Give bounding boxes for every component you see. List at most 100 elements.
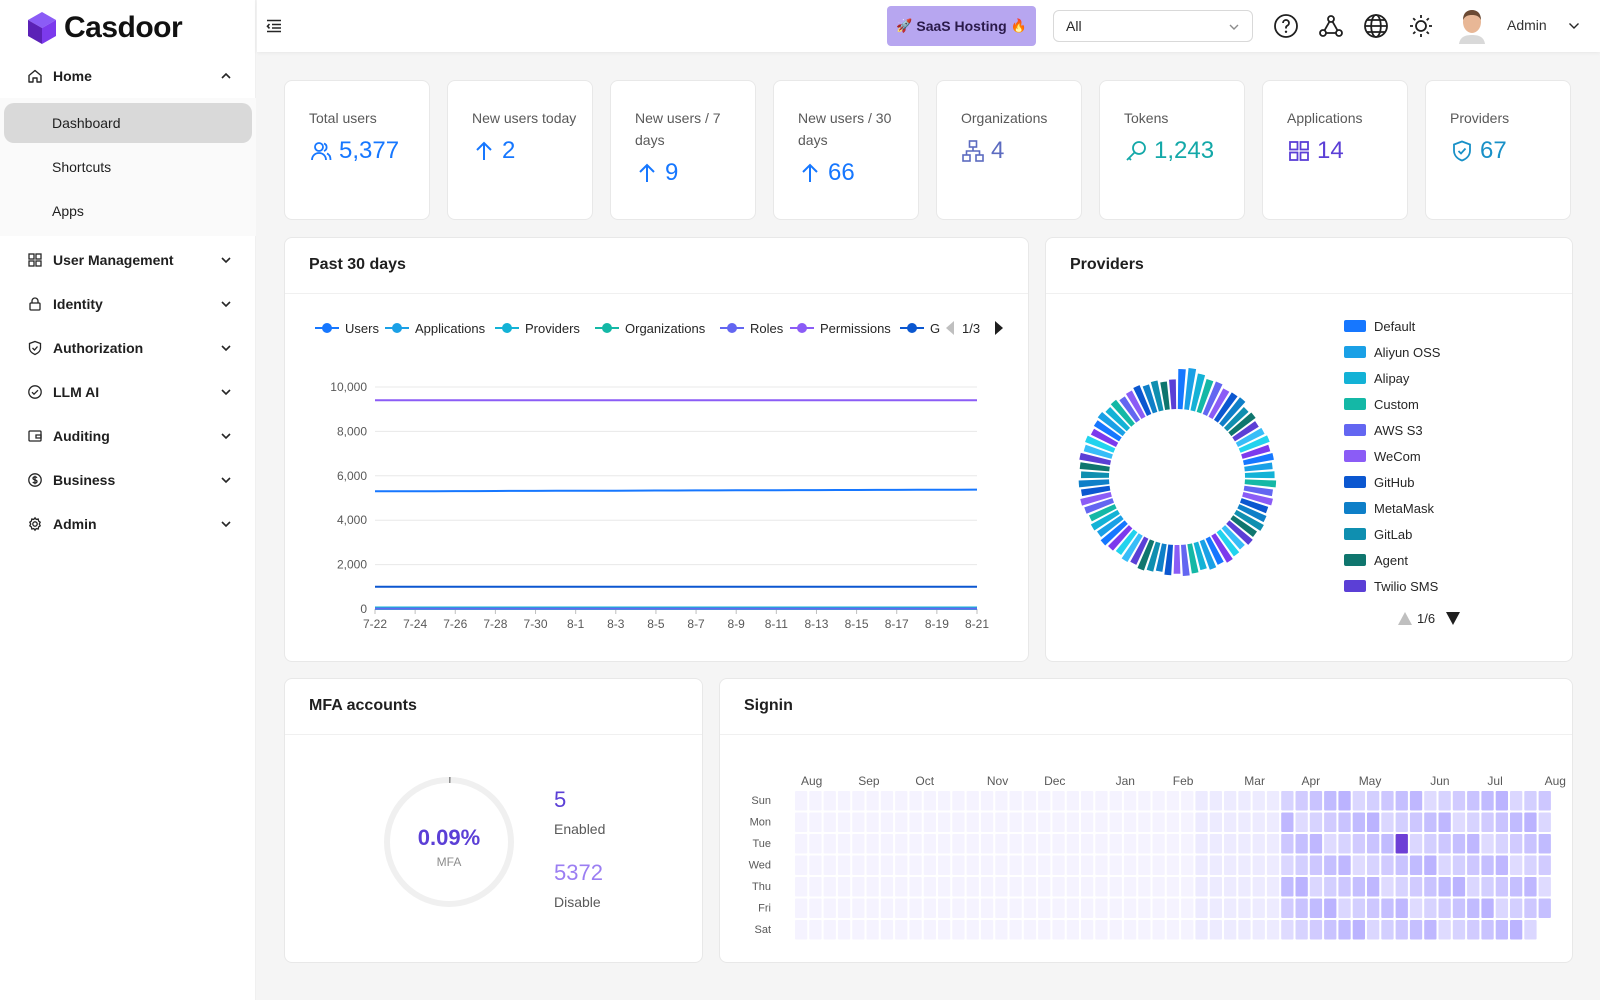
heatmap-cell[interactable] bbox=[1524, 834, 1537, 854]
heatmap-cell[interactable] bbox=[980, 877, 994, 897]
heatmap-cell[interactable] bbox=[966, 855, 979, 876]
pie-slice[interactable] bbox=[1187, 543, 1199, 574]
heatmap-cell[interactable] bbox=[795, 834, 808, 854]
heatmap-cell[interactable] bbox=[1181, 920, 1194, 940]
heatmap-cell[interactable] bbox=[1352, 877, 1365, 897]
heatmap-cell[interactable] bbox=[966, 898, 979, 919]
heatmap-cell[interactable] bbox=[795, 898, 808, 919]
heatmap-cell[interactable] bbox=[837, 812, 851, 833]
heatmap-cell[interactable] bbox=[1238, 791, 1251, 811]
heatmap-cell[interactable] bbox=[852, 834, 865, 854]
heatmap-cell[interactable] bbox=[1467, 920, 1480, 940]
heatmap-cell[interactable] bbox=[980, 920, 994, 940]
heatmap-cell[interactable] bbox=[1352, 812, 1365, 833]
heatmap-cell[interactable] bbox=[1209, 812, 1222, 833]
pie-slice[interactable] bbox=[1110, 399, 1135, 427]
heatmap-cell[interactable] bbox=[852, 898, 865, 919]
heatmap-cell[interactable] bbox=[1495, 855, 1508, 876]
heatmap-cell[interactable] bbox=[1524, 920, 1537, 940]
heatmap-cell[interactable] bbox=[938, 920, 951, 940]
pie-slice[interactable] bbox=[1150, 380, 1164, 412]
pie-slice[interactable] bbox=[1230, 515, 1257, 537]
heatmap-cell[interactable] bbox=[1066, 920, 1079, 940]
heatmap-cell[interactable] bbox=[1209, 920, 1222, 940]
heatmap-cell[interactable] bbox=[1295, 920, 1308, 940]
heatmap-cell[interactable] bbox=[1052, 834, 1065, 854]
heatmap-cell[interactable] bbox=[852, 920, 865, 940]
heatmap-cell[interactable] bbox=[1367, 834, 1380, 854]
heatmap-cell[interactable] bbox=[1123, 812, 1137, 833]
heatmap-cell[interactable] bbox=[1081, 834, 1094, 854]
heatmap-cell[interactable] bbox=[1066, 791, 1079, 811]
heatmap-cell[interactable] bbox=[1381, 791, 1394, 811]
pie-slice[interactable] bbox=[1078, 479, 1110, 488]
heatmap-cell[interactable] bbox=[980, 812, 994, 833]
heatmap-cell[interactable] bbox=[1209, 791, 1222, 811]
heatmap-cell[interactable] bbox=[1095, 812, 1108, 833]
heatmap-cell[interactable] bbox=[1095, 791, 1108, 811]
sidebar-item-llm-ai[interactable]: LLM AI bbox=[0, 372, 256, 412]
pie-slice[interactable] bbox=[1190, 373, 1206, 412]
heatmap-cell[interactable] bbox=[795, 920, 808, 940]
heatmap-cell[interactable] bbox=[809, 898, 822, 919]
heatmap-cell[interactable] bbox=[1152, 791, 1165, 811]
heatmap-cell[interactable] bbox=[1209, 834, 1222, 854]
pie-slice[interactable] bbox=[1232, 421, 1259, 442]
heatmap-cell[interactable] bbox=[1038, 855, 1051, 876]
heatmap-cell[interactable] bbox=[837, 877, 851, 897]
pie-slice[interactable] bbox=[1085, 435, 1116, 453]
heatmap-cell[interactable] bbox=[1495, 898, 1508, 919]
heatmap-cell[interactable] bbox=[895, 812, 908, 833]
heatmap-cell[interactable] bbox=[1052, 898, 1065, 919]
pie-slice[interactable] bbox=[1219, 397, 1246, 427]
heatmap-cell[interactable] bbox=[952, 898, 965, 919]
heatmap-cell[interactable] bbox=[923, 834, 936, 854]
legend-item[interactable]: GitHub bbox=[1344, 475, 1414, 490]
pie-slice[interactable] bbox=[1237, 504, 1267, 523]
heatmap-cell[interactable] bbox=[909, 834, 922, 854]
heatmap-cell[interactable] bbox=[866, 812, 879, 833]
heatmap-cell[interactable] bbox=[1281, 898, 1294, 919]
heatmap-cell[interactable] bbox=[1510, 812, 1523, 833]
heatmap-cell[interactable] bbox=[1295, 877, 1308, 897]
heatmap-cell[interactable] bbox=[1252, 791, 1265, 811]
pie-slice[interactable] bbox=[1223, 406, 1249, 432]
heatmap-cell[interactable] bbox=[1009, 791, 1022, 811]
heatmap-cell[interactable] bbox=[1452, 812, 1466, 833]
heatmap-cell[interactable] bbox=[837, 855, 851, 876]
heatmap-cell[interactable] bbox=[1467, 791, 1480, 811]
heatmap-cell[interactable] bbox=[1038, 920, 1051, 940]
heatmap-cell[interactable] bbox=[1081, 791, 1094, 811]
heatmap-cell[interactable] bbox=[980, 791, 994, 811]
legend-item[interactable]: Users bbox=[315, 321, 379, 336]
heatmap-cell[interactable] bbox=[1166, 812, 1180, 833]
heatmap-cell[interactable] bbox=[1152, 898, 1165, 919]
pie-slice[interactable] bbox=[1119, 396, 1141, 423]
pie-slice[interactable] bbox=[1238, 435, 1270, 453]
heatmap-cell[interactable] bbox=[1238, 877, 1251, 897]
heatmap-cell[interactable] bbox=[1009, 877, 1022, 897]
heatmap-cell[interactable] bbox=[837, 791, 851, 811]
heatmap-cell[interactable] bbox=[1081, 920, 1094, 940]
legend-item[interactable]: Twilio SMS bbox=[1344, 579, 1439, 594]
heatmap-cell[interactable] bbox=[995, 877, 1008, 897]
heatmap-cell[interactable] bbox=[809, 920, 822, 940]
heatmap-cell[interactable] bbox=[1181, 898, 1194, 919]
heatmap-cell[interactable] bbox=[909, 855, 922, 876]
heatmap-cell[interactable] bbox=[1424, 877, 1437, 897]
heatmap-cell[interactable] bbox=[1538, 898, 1551, 919]
heatmap-cell[interactable] bbox=[1195, 877, 1208, 897]
heatmap-cell[interactable] bbox=[823, 898, 836, 919]
heatmap-cell[interactable] bbox=[938, 898, 951, 919]
heatmap-cell[interactable] bbox=[823, 791, 836, 811]
webhook-icon[interactable] bbox=[1318, 13, 1344, 39]
chevron-down-icon[interactable] bbox=[1568, 20, 1580, 32]
heatmap-cell[interactable] bbox=[880, 855, 894, 876]
heatmap-cell[interactable] bbox=[1266, 791, 1280, 811]
heatmap-cell[interactable] bbox=[966, 812, 979, 833]
heatmap-cell[interactable] bbox=[795, 877, 808, 897]
heatmap-cell[interactable] bbox=[1252, 920, 1265, 940]
heatmap-cell[interactable] bbox=[1123, 920, 1137, 940]
heatmap-cell[interactable] bbox=[1538, 791, 1551, 811]
pie-slice[interactable] bbox=[1211, 533, 1233, 563]
